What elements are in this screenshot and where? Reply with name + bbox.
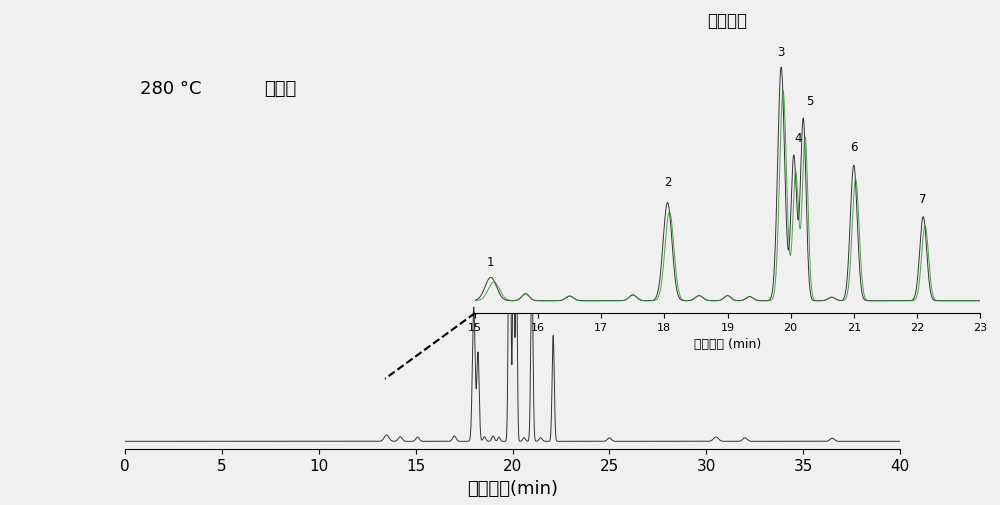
Text: 1: 1 [487,256,495,269]
Text: 局部放大: 局部放大 [708,12,748,30]
Text: 6: 6 [850,141,858,155]
Text: 4: 4 [794,132,802,145]
Text: 3: 3 [777,45,785,59]
X-axis label: 保留时间 (min): 保留时间 (min) [694,338,761,351]
Text: 7: 7 [919,193,927,206]
Text: 2: 2 [664,176,671,189]
Text: 第一步: 第一步 [264,80,297,98]
Text: 280 °C: 280 °C [140,80,202,98]
Text: 5: 5 [806,94,813,108]
X-axis label: 保留时间(min): 保留时间(min) [467,480,558,498]
